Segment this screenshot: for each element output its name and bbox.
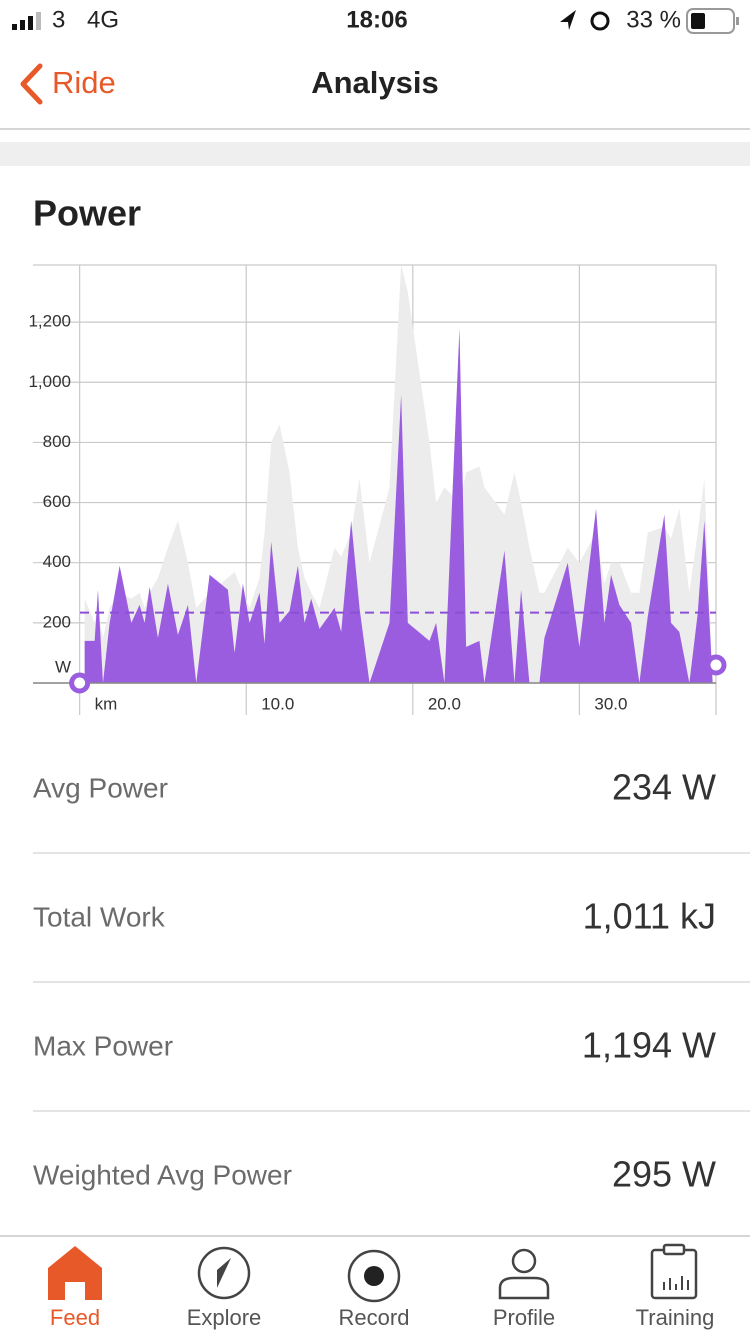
carrier: 3 bbox=[52, 6, 65, 33]
stat-label: Max Power bbox=[33, 1030, 173, 1061]
y-tick-label: 200 bbox=[43, 612, 71, 631]
signal-bar bbox=[20, 20, 25, 30]
record-icon[interactable] bbox=[347, 1249, 401, 1303]
back-chevron[interactable] bbox=[20, 63, 43, 105]
x-tick-label: km bbox=[95, 694, 118, 713]
stat-label: Weighted Avg Power bbox=[33, 1159, 292, 1190]
tab-label[interactable]: Training bbox=[636, 1305, 715, 1330]
section-gap bbox=[0, 142, 750, 166]
training-icon[interactable] bbox=[650, 1248, 698, 1300]
stat-label: Total Work bbox=[33, 901, 166, 932]
y-tick-label: 1,000 bbox=[28, 372, 71, 391]
explore-needle bbox=[217, 1258, 231, 1288]
signal-bar bbox=[36, 12, 41, 30]
nav-bar: Ride Analysis bbox=[0, 63, 750, 130]
chart-title: Power bbox=[33, 193, 141, 234]
battery-tip bbox=[736, 17, 739, 25]
network: 4G bbox=[87, 6, 119, 33]
profile-icon[interactable] bbox=[511, 1248, 537, 1274]
stat-label: Avg Power bbox=[33, 772, 168, 803]
explore-icon[interactable] bbox=[197, 1246, 251, 1300]
stat-value: 1,194 W bbox=[582, 1025, 716, 1066]
tab-label[interactable]: Profile bbox=[493, 1305, 555, 1330]
location-icon bbox=[560, 10, 576, 30]
record-dot bbox=[364, 1266, 384, 1286]
chart: W 200 400 600 800 1,000 1,200 km 10.0 20.0 30.0 bbox=[28, 264, 727, 715]
y-tick-label: 800 bbox=[43, 432, 71, 451]
signal-bar bbox=[12, 24, 17, 30]
range-handle-start[interactable] bbox=[69, 672, 91, 694]
status-bar: 3 4G 18:06 33 % bbox=[12, 6, 739, 34]
signal-bar bbox=[28, 16, 33, 30]
stat-value: 234 W bbox=[612, 767, 716, 808]
nav-title: Analysis bbox=[311, 65, 439, 100]
stats: Avg Power 234 W Total Work 1,011 kJ Max Powe… bbox=[33, 767, 750, 1195]
back-button[interactable]: Ride bbox=[52, 65, 116, 100]
y-tick-label: W bbox=[55, 657, 71, 676]
battery-percent: 33 % bbox=[626, 6, 681, 33]
battery-level bbox=[691, 13, 705, 29]
tab-label[interactable]: Feed bbox=[50, 1305, 100, 1330]
y-tick-label: 400 bbox=[43, 552, 71, 571]
x-tick-label: 30.0 bbox=[594, 694, 627, 713]
tab-label[interactable]: Record bbox=[339, 1305, 410, 1330]
power-area bbox=[84, 328, 713, 683]
tab-label[interactable]: Explore bbox=[187, 1305, 262, 1330]
tab-labels: Feed Explore Record Profile Training bbox=[50, 1305, 714, 1330]
training-bars bbox=[663, 1276, 689, 1290]
y-tick-label: 1,200 bbox=[28, 312, 71, 331]
feed-icon[interactable] bbox=[48, 1246, 102, 1300]
training-clip bbox=[662, 1243, 686, 1256]
profile-body bbox=[498, 1276, 550, 1300]
range-handle-end[interactable] bbox=[705, 654, 727, 676]
alarm-icon bbox=[590, 11, 610, 31]
battery-icon bbox=[686, 8, 735, 34]
tab-bar bbox=[0, 1235, 750, 1303]
x-tick-label: 20.0 bbox=[428, 694, 461, 713]
clock: 18:06 bbox=[346, 6, 407, 33]
y-tick-label: 600 bbox=[43, 492, 71, 511]
stat-value: 295 W bbox=[612, 1154, 716, 1195]
x-tick-label: 10.0 bbox=[261, 694, 294, 713]
stat-value: 1,011 kJ bbox=[583, 896, 716, 937]
